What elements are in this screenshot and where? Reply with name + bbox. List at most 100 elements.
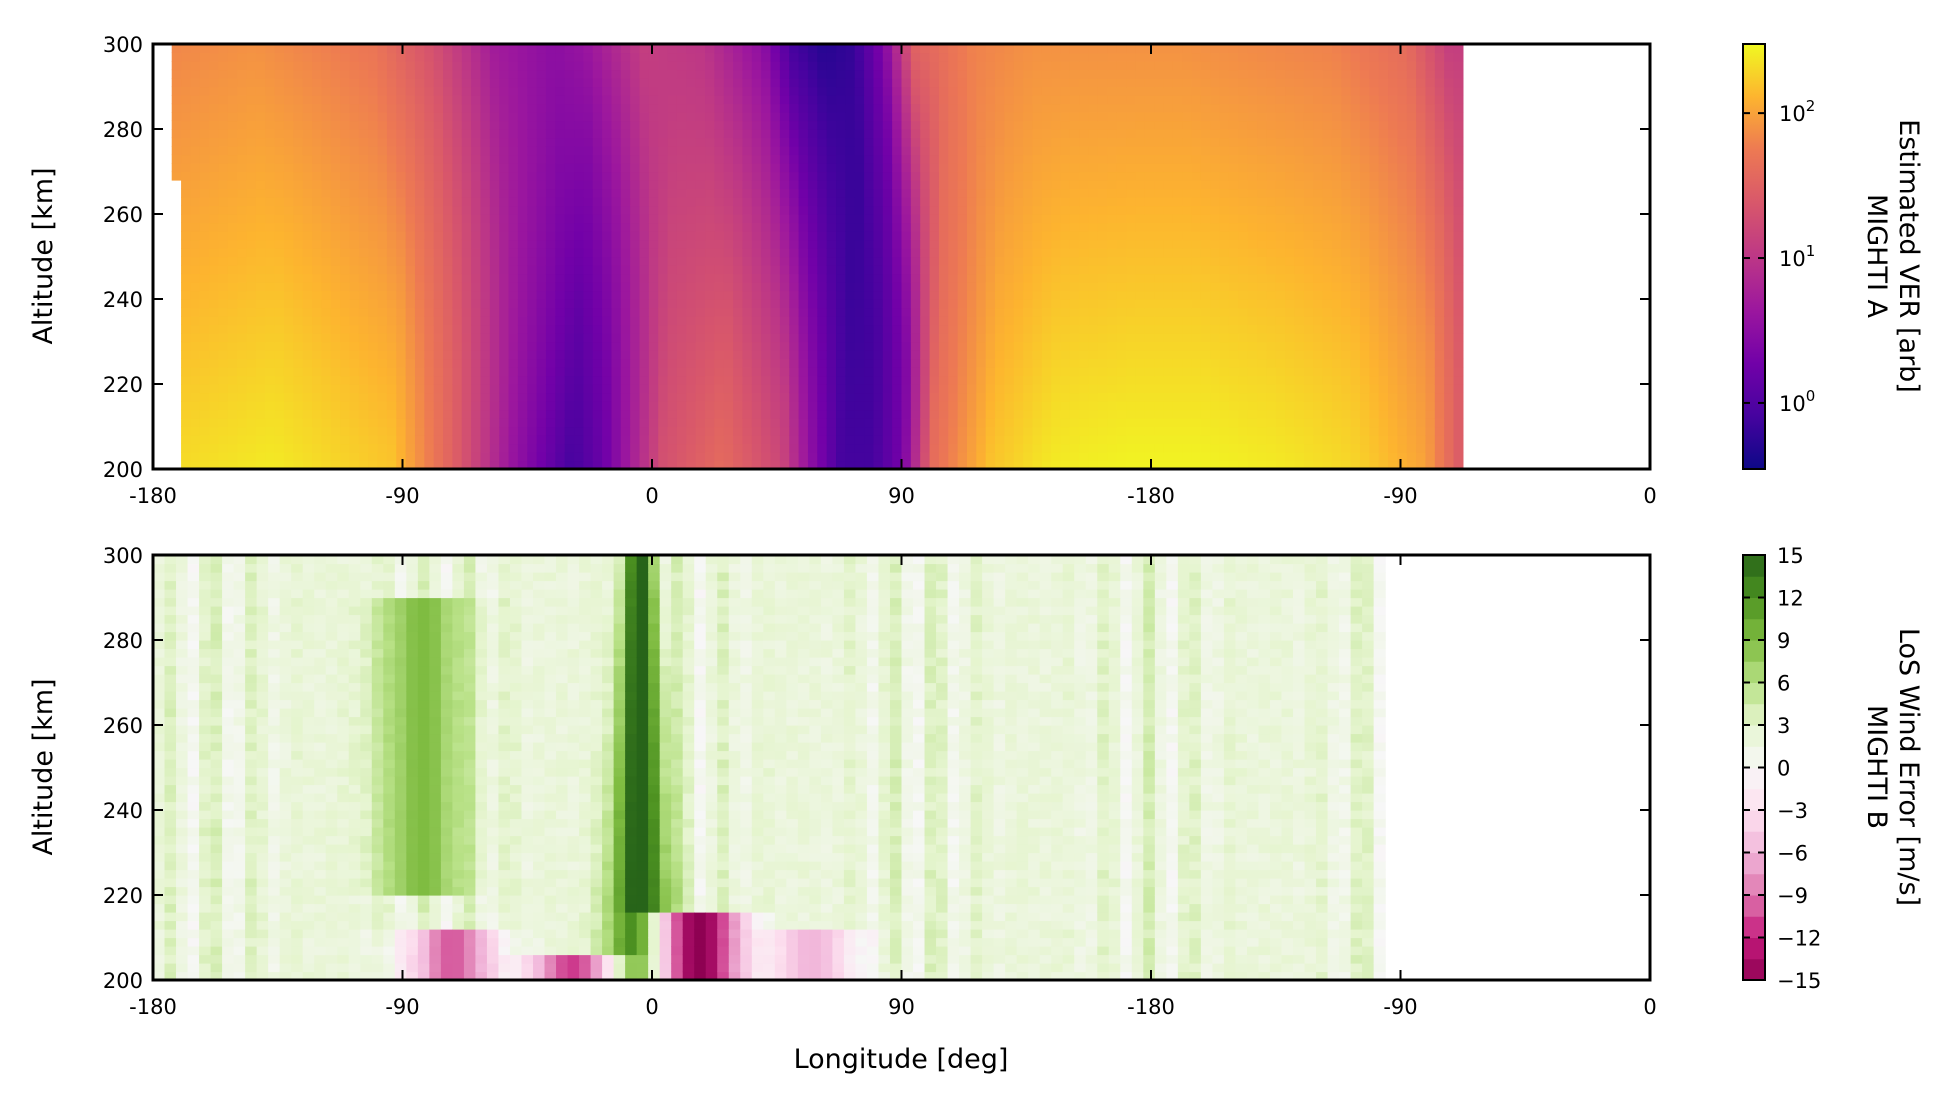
ver-cell xyxy=(218,86,229,96)
ver-cell xyxy=(218,358,229,368)
ver-cell xyxy=(340,384,351,394)
ver-cell xyxy=(733,358,744,368)
ver-cell xyxy=(1051,324,1062,334)
ver-cell xyxy=(733,367,744,377)
ver-cell xyxy=(1004,180,1015,190)
ver-cell xyxy=(171,103,182,113)
ver-cell xyxy=(686,231,697,241)
ver-cell xyxy=(1023,443,1034,453)
ver-cell xyxy=(358,299,369,309)
ver-cell xyxy=(424,460,435,470)
ver-cell xyxy=(864,197,875,207)
ver-cell xyxy=(836,78,846,88)
ver-cell xyxy=(312,154,323,164)
ver-cell xyxy=(648,316,659,326)
ver-cell xyxy=(948,95,959,105)
ver-cell xyxy=(237,180,248,190)
ver-cell xyxy=(882,299,893,309)
ver-cell xyxy=(845,248,856,258)
ver-cell xyxy=(920,333,931,343)
ver-cell xyxy=(293,69,304,79)
ver-cell xyxy=(658,129,669,139)
ver-cell xyxy=(349,460,360,470)
ver-cell xyxy=(255,120,266,130)
ver-cell xyxy=(882,112,893,122)
ver-cell xyxy=(471,358,482,368)
ver-cell xyxy=(255,180,266,190)
ver-cell xyxy=(555,290,566,300)
ver-cell xyxy=(499,95,510,105)
ver-cell xyxy=(480,78,491,88)
ver-cell xyxy=(349,282,360,292)
ver-cell xyxy=(807,435,818,445)
ver-cell xyxy=(779,418,790,428)
ver-cell xyxy=(265,375,276,385)
ver-cell xyxy=(377,163,388,173)
ver-cell xyxy=(882,222,893,232)
ver-cell xyxy=(218,222,229,232)
ver-cell xyxy=(1088,61,1099,71)
ver-cell xyxy=(517,273,528,283)
ver-cell xyxy=(499,222,510,232)
ver-cell xyxy=(312,248,323,258)
ver-cell xyxy=(695,350,706,360)
ver-cell xyxy=(611,137,622,147)
ver-cell xyxy=(564,452,575,462)
ver-cell xyxy=(667,86,678,96)
ver-cell xyxy=(639,197,650,207)
ver-cell xyxy=(733,256,744,266)
ver-cell xyxy=(246,443,257,453)
ver-cell xyxy=(396,95,407,105)
ver-cell xyxy=(1088,426,1099,436)
ver-cell xyxy=(957,299,968,309)
ver-cell xyxy=(770,239,781,249)
ver-cell xyxy=(630,52,641,62)
ver-cell xyxy=(321,350,332,360)
ver-cell xyxy=(1088,350,1099,360)
ver-cell xyxy=(873,299,884,309)
ver-cell xyxy=(836,197,846,207)
ver-cell xyxy=(1069,384,1080,394)
ver-cell xyxy=(312,188,323,198)
ver-cell xyxy=(779,316,790,326)
ver-cell xyxy=(873,146,884,156)
ver-cell xyxy=(414,171,425,181)
ver-cell xyxy=(592,44,603,54)
ver-cell xyxy=(882,256,893,266)
ver-cell xyxy=(1051,146,1062,156)
ver-cell xyxy=(171,171,182,181)
ver-cell xyxy=(265,231,276,241)
ver-cell xyxy=(789,129,800,139)
ver-cell xyxy=(948,222,959,232)
ver-cell xyxy=(723,290,734,300)
ver-cell xyxy=(920,435,931,445)
ver-cell xyxy=(414,401,425,411)
ver-cell xyxy=(611,367,622,377)
ver-cell xyxy=(751,426,762,436)
ver-cell xyxy=(405,137,416,147)
ver-cell xyxy=(667,180,678,190)
ver-cell xyxy=(1004,112,1015,122)
ver-cell xyxy=(527,452,538,462)
ver-cell xyxy=(957,171,968,181)
ver-cell xyxy=(966,299,977,309)
ver-cell xyxy=(882,69,893,79)
ver-cell xyxy=(826,95,837,105)
ver-cell xyxy=(873,205,884,215)
ver-cell xyxy=(892,214,903,224)
ver-cell xyxy=(742,316,753,326)
ver-cell xyxy=(499,384,510,394)
ver-cell xyxy=(489,222,500,232)
ver-cell xyxy=(789,137,800,147)
ver-cell xyxy=(817,112,828,122)
ver-cell xyxy=(639,265,650,275)
ver-cell xyxy=(845,52,856,62)
ver-cell xyxy=(1023,452,1034,462)
ver-cell xyxy=(209,137,220,147)
ver-cell xyxy=(873,222,884,232)
ver-cell xyxy=(882,78,893,88)
ver-cell xyxy=(358,452,369,462)
ver-cell xyxy=(1023,129,1034,139)
ver-cell xyxy=(658,350,669,360)
ver-cell xyxy=(302,443,313,453)
